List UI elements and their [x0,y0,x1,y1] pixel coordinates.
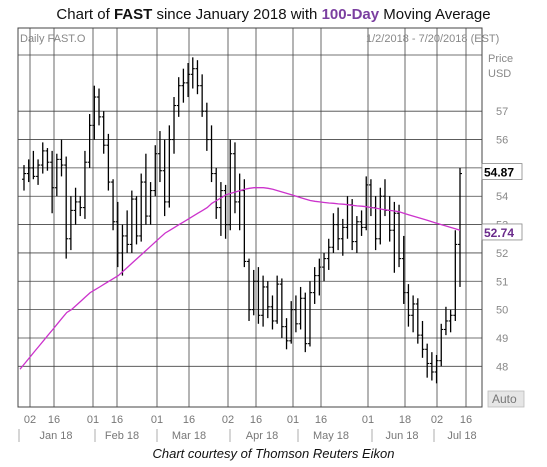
month-label: Mar 18 [172,430,206,442]
y-tick-label: 49 [496,333,508,345]
y-tick-label: 50 [496,305,508,317]
x-tick-label: 02 [222,414,234,426]
x-tick-label: 01 [151,414,163,426]
plot-frame [17,27,483,408]
y-tick-label: 52 [496,248,508,260]
ma-label: 100-Day [321,6,380,23]
x-tick-label: 02 [431,414,443,426]
x-tick-label: 01 [362,414,374,426]
auto-scale-box [487,390,525,408]
x-tick-label: 02 [24,414,36,426]
month-label: Jan 18 [39,430,72,442]
ma-value-tag [481,223,523,241]
chart-caption: Chart courtesy of Thomson Reuters Eikon [152,446,395,461]
axis-unit-label: Price [488,53,513,65]
ticker-symbol: FAST [113,6,153,23]
y-tick-label: 56 [496,135,508,147]
y-tick-label: 57 [496,106,508,118]
x-tick-label: 16 [315,414,327,426]
y-tick-label: 48 [496,361,508,373]
month-label: Apr 18 [246,430,278,442]
x-tick-label: 01 [87,414,99,426]
y-tick-label: 51 [496,276,508,288]
x-tick-label: 16 [250,414,262,426]
x-tick-label: 16 [183,414,195,426]
x-tick-label: 16 [111,414,123,426]
x-tick-label: 16 [460,414,472,426]
x-tick-label: 18 [399,414,411,426]
last-price-tag [481,163,523,180]
chart-title: Chart of FAST since January 2018 with 10… [56,6,491,23]
date-range-label: 1/2/2018 - 7/20/2018 (EST) [366,33,499,45]
month-label: Jun 18 [385,430,418,442]
x-tick-label: 16 [48,414,60,426]
month-label: Jul 18 [447,430,476,442]
month-label: May 18 [313,430,349,442]
last-price-label: 54.87 [484,166,514,180]
ma-value-label: 52.74 [484,226,514,240]
moving-average-line [19,187,461,370]
axis-unit-label: USD [488,68,511,80]
symbol-label: Daily FAST.O [20,33,86,45]
month-label: Feb 18 [105,430,139,442]
y-tick-label: 54 [496,191,508,203]
auto-scale-label: Auto [492,392,517,406]
x-tick-label: 01 [287,414,299,426]
